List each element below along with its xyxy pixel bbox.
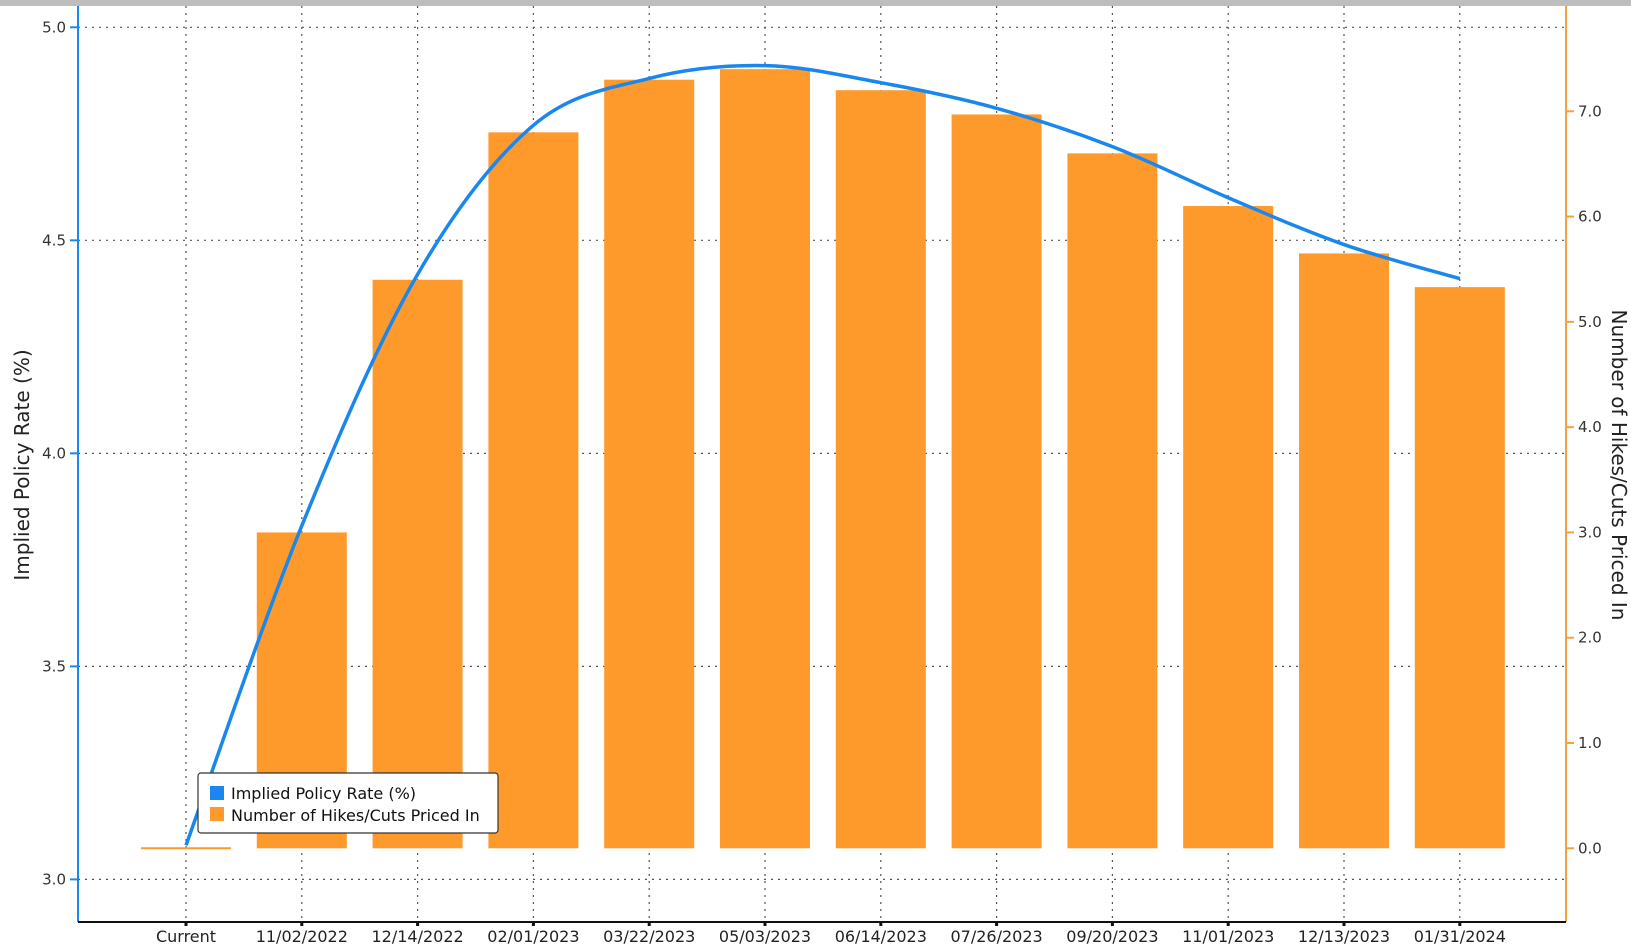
x-tick-label-6: 06/14/2023 [835, 927, 927, 946]
x-tick-label-5: 05/03/2023 [719, 927, 811, 946]
bar-5 [720, 69, 810, 849]
rate-line [184, 63, 1461, 846]
axes: 3.0 3.5 4.0 4.5 5.0 0.0 1.0 2.0 3.0 4.0 5.0 6.0 7.0 C… [42, 6, 1602, 946]
right-tick-label-6: 6.0 [1578, 208, 1602, 226]
left-tick-label-4: 5.0 [42, 18, 66, 36]
bars [141, 69, 1505, 850]
x-tick-label-3: 02/01/2023 [487, 927, 579, 946]
legend-label-rate: Implied Policy Rate (%) [231, 784, 416, 803]
left-tick-label-3: 4.5 [42, 231, 66, 249]
x-tick-label-1: 11/02/2022 [256, 927, 348, 946]
left-tick-label-2: 4.0 [42, 444, 66, 462]
right-tick-label-5: 5.0 [1578, 313, 1602, 331]
right-tick-label-1: 1.0 [1578, 734, 1602, 752]
x-tick-label-10: 12/13/2023 [1298, 927, 1390, 946]
bar-6 [835, 90, 926, 849]
right-tick-label-0: 0.0 [1578, 839, 1602, 857]
bar-8 [1067, 153, 1158, 849]
x-tick-label-7: 07/26/2023 [950, 927, 1042, 946]
right-tick-label-3: 3.0 [1578, 523, 1602, 541]
bar-2 [372, 279, 463, 849]
right-tick-label-7: 7.0 [1578, 102, 1602, 120]
legend-box [197, 772, 499, 834]
x-tick-label-11: 01/31/2024 [1414, 927, 1506, 946]
legend-swatch-hikes [210, 807, 224, 821]
x-tick-label-2: 12/14/2022 [371, 927, 463, 946]
right-tick-label-4: 4.0 [1578, 418, 1602, 436]
rate-line-path [184, 63, 1461, 846]
x-tick-label-9: 11/01/2023 [1182, 927, 1274, 946]
left-tick-label-0: 3.0 [42, 870, 66, 888]
top-strip [0, 0, 1631, 6]
legend: Implied Policy Rate (%) Number of Hikes/… [197, 772, 499, 834]
x-tick-label-8: 09/20/2023 [1066, 927, 1158, 946]
left-axis-title: Implied Policy Rate (%) [10, 349, 34, 580]
left-tick-label-1: 3.5 [42, 657, 66, 675]
bar-10 [1299, 253, 1389, 849]
legend-label-hikes: Number of Hikes/Cuts Priced In [231, 806, 480, 825]
x-tick-label-4: 03/22/2023 [603, 927, 695, 946]
x-tick-label-0: Current [156, 927, 216, 946]
bar-7 [951, 114, 1042, 849]
bar-9 [1183, 206, 1274, 849]
bar-3 [488, 132, 579, 849]
bar-11 [1414, 287, 1505, 849]
right-tick-label-2: 2.0 [1578, 629, 1602, 647]
bar-4 [604, 79, 695, 849]
right-axis-title: Number of Hikes/Cuts Priced In [1607, 310, 1631, 621]
legend-swatch-rate [210, 786, 224, 800]
